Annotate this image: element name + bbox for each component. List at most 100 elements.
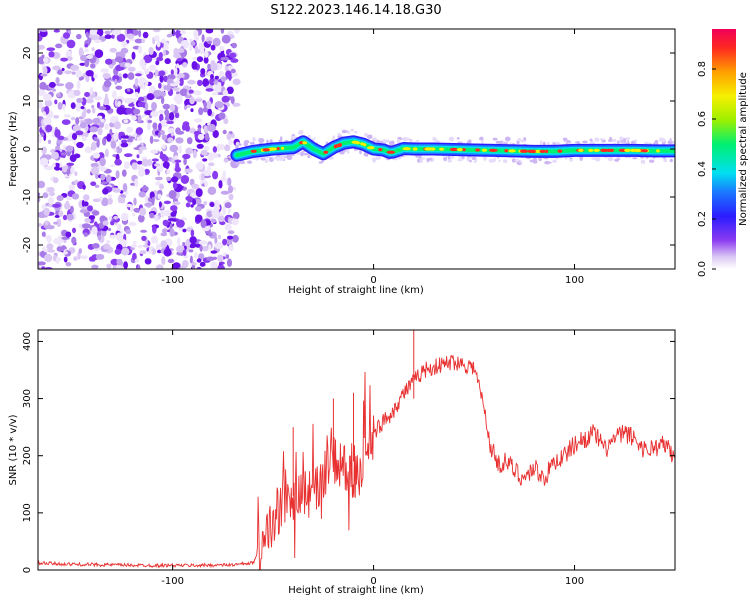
noise-blob xyxy=(210,261,218,269)
y-tick-label: 200 xyxy=(22,446,33,465)
noise-blob xyxy=(189,96,195,105)
noise-blob xyxy=(128,221,137,227)
trace-hotspot xyxy=(439,147,445,151)
noise-blob xyxy=(161,38,167,44)
noise-blob xyxy=(130,205,134,212)
noise-blob xyxy=(159,113,164,123)
noise-blob xyxy=(80,54,88,62)
noise-blob xyxy=(112,189,121,193)
noise-blob xyxy=(168,190,177,199)
snr-ticks: -100 0 100 0 100 200 300 400 xyxy=(22,330,675,587)
noise-blob xyxy=(204,145,210,151)
noise-blob xyxy=(152,225,157,234)
noise-blob xyxy=(123,97,133,104)
noise-blob xyxy=(141,38,146,44)
halo-blob xyxy=(514,158,520,163)
noise-blob xyxy=(220,76,227,82)
noise-blob xyxy=(147,250,153,254)
noise-blob xyxy=(84,48,89,53)
noise-blob xyxy=(137,101,145,108)
trace-hotspot xyxy=(488,148,498,152)
noise-blob xyxy=(220,143,225,151)
noise-blob xyxy=(105,58,113,65)
noise-blob xyxy=(38,261,46,266)
snr-series-line xyxy=(38,354,675,570)
noise-blob xyxy=(179,88,189,97)
noise-blob xyxy=(96,138,100,148)
noise-blob xyxy=(56,93,61,98)
halo-blob xyxy=(601,139,606,143)
noise-blob xyxy=(116,33,126,42)
noise-blob xyxy=(93,73,98,79)
noise-blob xyxy=(186,137,193,145)
noise-blob xyxy=(84,43,89,48)
noise-blob xyxy=(70,64,80,71)
noise-blob xyxy=(73,256,78,261)
noise-blob xyxy=(100,68,109,73)
noise-blob xyxy=(38,265,41,269)
noise-blob xyxy=(194,252,198,259)
noise-blob xyxy=(44,253,53,263)
noise-blob xyxy=(171,29,176,37)
noise-blob xyxy=(72,227,76,234)
noise-blob xyxy=(201,34,205,43)
noise-blob xyxy=(61,67,65,72)
halo-blob xyxy=(660,137,666,143)
noise-blob xyxy=(227,185,234,194)
halo-blob xyxy=(569,158,574,162)
noise-blob xyxy=(169,103,176,112)
noise-blob xyxy=(79,209,88,214)
snr-frame xyxy=(37,329,676,571)
y-tick-label: 300 xyxy=(22,389,33,408)
noise-blob xyxy=(49,191,55,197)
halo-blob xyxy=(479,136,484,141)
noise-blob xyxy=(70,166,75,174)
noise-blob xyxy=(155,181,161,186)
halo-blob xyxy=(238,143,242,146)
halo-blob xyxy=(367,134,373,140)
halo-blob xyxy=(247,160,253,164)
noise-blob xyxy=(182,123,186,131)
noise-blob xyxy=(194,45,199,55)
trace-hotspot xyxy=(429,147,436,151)
halo-blob xyxy=(409,139,413,143)
noise-blob xyxy=(166,120,175,125)
noise-blob xyxy=(224,202,232,209)
noise-blob xyxy=(182,153,191,160)
halo-blob xyxy=(552,159,557,163)
noise-blob xyxy=(130,98,138,103)
noise-blob xyxy=(194,98,204,102)
noise-blob xyxy=(94,39,102,44)
trace-hotspot xyxy=(606,148,612,152)
trace-hotspot xyxy=(528,149,536,153)
noise-blob xyxy=(178,145,182,154)
noise-blob xyxy=(176,58,182,62)
noise-blob xyxy=(137,160,143,165)
noise-blob xyxy=(220,176,227,182)
noise-blob xyxy=(153,239,159,244)
noise-blob xyxy=(211,209,220,218)
trace-hotspot xyxy=(263,148,270,152)
noise-blob xyxy=(43,207,50,216)
noise-blob xyxy=(38,196,41,203)
noise-blob xyxy=(151,196,155,206)
halo-blob xyxy=(250,142,255,145)
halo-blob xyxy=(471,156,477,161)
noise-blob xyxy=(228,244,234,251)
noise-blob xyxy=(95,173,99,179)
noise-blob xyxy=(175,72,185,79)
noise-blob xyxy=(91,107,96,114)
halo-blob xyxy=(448,136,455,142)
noise-blob xyxy=(202,78,210,88)
noise-blob xyxy=(108,216,113,220)
halo-blob xyxy=(347,130,351,134)
noise-blob xyxy=(132,252,137,261)
noise-blob xyxy=(76,33,82,40)
noise-blob xyxy=(160,232,168,237)
colorbar-tick-label: 0.0 xyxy=(697,261,708,277)
halo-blob xyxy=(669,141,672,144)
noise-blob xyxy=(46,234,52,243)
noise-blob xyxy=(228,193,234,201)
noise-blob xyxy=(81,223,91,229)
noise-blob xyxy=(71,193,80,200)
